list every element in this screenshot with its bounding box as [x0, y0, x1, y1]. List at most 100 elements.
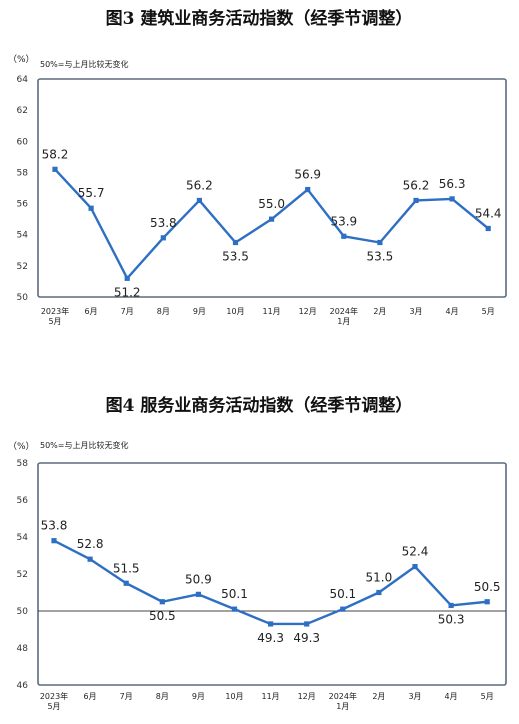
y-tick-label: 52: [17, 570, 28, 580]
y-tick-label: 50: [17, 293, 29, 303]
data-label: 53.8: [150, 216, 177, 230]
data-point: [449, 196, 455, 202]
y-tick-label: 62: [17, 106, 28, 116]
x-tick-label: 8月: [157, 307, 170, 316]
data-point: [448, 602, 454, 609]
x-tick-label: 3月: [408, 692, 421, 701]
x-tick-label: 2023年: [41, 306, 69, 316]
x-tick-label: 2023年: [40, 691, 68, 701]
x-tick-label: 6月: [84, 692, 97, 701]
data-label: 50.5: [474, 580, 501, 594]
x-tick-label: 11月: [263, 307, 281, 316]
x-tick-label: 12月: [298, 692, 316, 701]
data-point: [341, 233, 347, 239]
x-tick-label: 5月: [481, 692, 494, 701]
data-label: 56.2: [186, 178, 213, 192]
data-label: 56.2: [403, 178, 430, 192]
data-label: 50.9: [185, 572, 212, 586]
data-point: [376, 589, 382, 596]
x-tick-label: 10月: [226, 307, 244, 316]
x-tick-label: 5月: [47, 702, 60, 711]
y-tick-label: 54: [17, 231, 29, 241]
data-label: 50.1: [329, 587, 356, 601]
y-tick-label: 54: [17, 533, 29, 543]
x-tick-label: 9月: [193, 307, 206, 316]
x-tick-label: 7月: [120, 692, 133, 701]
x-tick-label: 6月: [85, 307, 98, 316]
x-tick-label: 12月: [299, 307, 317, 316]
data-label: 52.4: [402, 545, 429, 559]
data-label: 54.4: [475, 206, 502, 220]
data-point: [412, 564, 418, 570]
data-label: 56.3: [439, 177, 466, 191]
x-tick-label: 2024年: [329, 691, 357, 701]
baseline-note: 50%=与上月比较无变化: [40, 59, 128, 69]
y-tick-label: 64: [17, 75, 29, 85]
data-point: [87, 556, 93, 562]
data-point: [340, 606, 346, 612]
baseline-note: 50%=与上月比较无变化: [40, 440, 128, 450]
x-tick-label: 2月: [372, 692, 385, 701]
x-tick-label: 5月: [482, 307, 495, 316]
y-tick-label: 60: [17, 137, 29, 147]
data-label: 49.3: [293, 631, 320, 645]
data-point: [413, 197, 419, 204]
data-label: 53.5: [367, 250, 394, 264]
data-point: [196, 197, 202, 204]
x-tick-label: 8月: [156, 692, 169, 701]
data-point: [123, 580, 129, 586]
data-label: 50.1: [221, 587, 248, 601]
data-label: 50.3: [438, 612, 465, 626]
data-point: [304, 621, 310, 627]
x-tick-label: 9月: [192, 692, 205, 701]
data-point: [231, 606, 238, 612]
data-point: [305, 186, 311, 193]
y-tick-label: 48: [17, 644, 29, 654]
data-label: 55.0: [258, 197, 285, 211]
x-tick-label: 10月: [225, 692, 243, 701]
chart-title: 图4 服务业商务活动指数（经季节调整）: [106, 395, 413, 416]
data-label: 56.9: [294, 168, 321, 182]
data-point: [269, 216, 275, 222]
data-label: 50.5: [149, 609, 176, 623]
data-label: 51.0: [366, 571, 393, 585]
data-label: 53.9: [330, 214, 357, 228]
data-label: 49.3: [257, 631, 284, 645]
x-tick-label: 5月: [48, 317, 61, 326]
x-tick-label: 3月: [409, 307, 422, 316]
data-point: [232, 239, 239, 246]
y-tick-label: 52: [17, 262, 28, 272]
x-tick-label: 11月: [262, 692, 280, 701]
data-point: [51, 538, 57, 544]
x-tick-label: 4月: [446, 307, 459, 316]
plot-area: [37, 78, 507, 298]
data-point: [484, 599, 490, 605]
data-point: [88, 205, 94, 211]
x-tick-label: 2024年: [330, 306, 358, 316]
data-label: 55.7: [78, 186, 105, 200]
construction-index-chart: 图3 建筑业商务活动指数（经季节调整） （%） 50%=与上月比较无变化 50 5…: [8, 8, 507, 326]
plot-area: [37, 462, 507, 686]
data-label: 58.2: [42, 147, 69, 161]
data-point: [159, 599, 165, 605]
services-index-chart: 图4 服务业商务活动指数（经季节调整） （%） 50%=与上月比较无变化 46 4…: [8, 395, 507, 711]
data-label: 51.5: [113, 561, 140, 575]
data-point: [124, 275, 130, 281]
data-label: 53.8: [41, 519, 68, 533]
chart-title: 图3 建筑业商务活动指数（经季节调整）: [106, 8, 413, 29]
x-tick-label: 2月: [373, 307, 386, 316]
y-tick-label: 46: [17, 681, 29, 691]
y-tick-label: 58: [17, 168, 29, 178]
data-point: [52, 166, 58, 172]
x-tick-label: 4月: [445, 692, 458, 701]
y-tick-label: 58: [17, 459, 29, 469]
data-point: [160, 235, 166, 241]
x-tick-label: 7月: [121, 307, 134, 316]
data-point: [268, 621, 274, 627]
data-label: 53.5: [222, 250, 249, 264]
y-unit-label: （%）: [8, 54, 35, 65]
data-point: [485, 225, 491, 232]
x-tick-label: 1月: [336, 702, 349, 711]
y-unit-label: （%）: [8, 441, 35, 452]
